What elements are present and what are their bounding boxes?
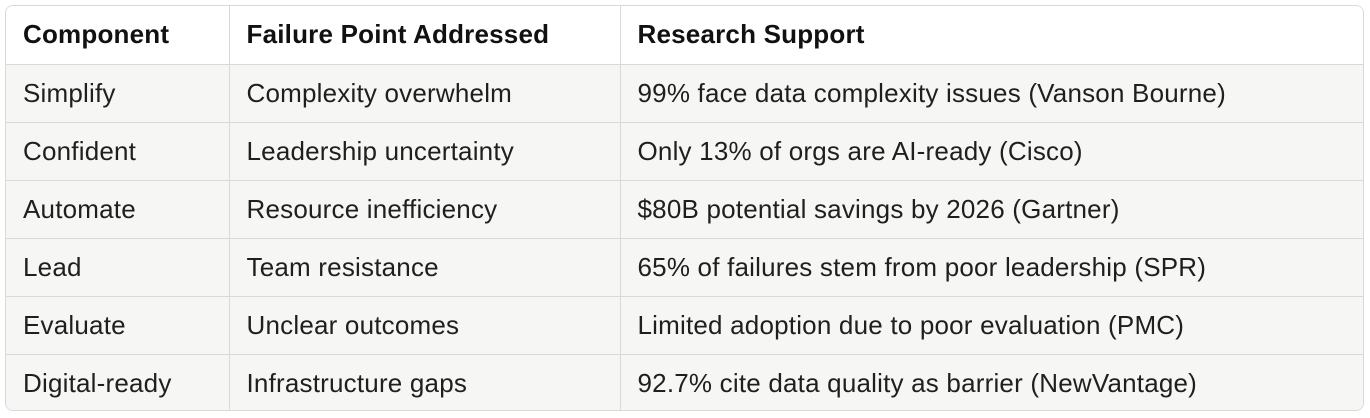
cell-component: Confident <box>6 122 230 181</box>
table-row: Lead Team resistance 65% of failures ste… <box>6 238 1363 297</box>
cell-component: Digital-ready <box>6 354 230 410</box>
header-research-support: Research Support <box>620 6 1363 65</box>
research-table-container: Component Failure Point Addressed Resear… <box>5 5 1364 411</box>
table-row: Evaluate Unclear outcomes Limited adopti… <box>6 296 1363 355</box>
cell-component: Evaluate <box>6 296 230 355</box>
cell-research-support: $80B potential savings by 2026 (Gartner) <box>620 180 1363 239</box>
header-failure-point: Failure Point Addressed <box>229 6 621 65</box>
table-body: Simplify Complexity overwhelm 99% face d… <box>6 64 1363 410</box>
cell-research-support: 92.7% cite data quality as barrier (NewV… <box>637 367 1198 398</box>
table-row: Digital-ready Infrastructure gaps 92.7% … <box>6 354 1363 410</box>
cell-research-support: 99% face data complexity issues (Vanson … <box>620 64 1363 123</box>
cell-failure-point: Infrastructure gaps <box>229 354 621 410</box>
cell-research-support: 65% of failures stem from poor leadershi… <box>620 238 1363 297</box>
table-header: Component Failure Point Addressed Resear… <box>6 6 1363 65</box>
table-row: Simplify Complexity overwhelm 99% face d… <box>6 64 1363 123</box>
cell-failure-point: Leadership uncertainty <box>229 122 621 181</box>
cell-failure-point: Complexity overwhelm <box>229 64 621 123</box>
cell-component: Simplify <box>6 64 230 123</box>
header-component: Component <box>6 6 230 65</box>
cell-failure-point: Resource inefficiency <box>229 180 621 239</box>
cell-failure-point: Unclear outcomes <box>229 296 621 355</box>
cell-failure-point: Team resistance <box>229 238 621 297</box>
header-row: Component Failure Point Addressed Resear… <box>6 6 1363 65</box>
table-row: Automate Resource inefficiency $80B pote… <box>6 180 1363 239</box>
cell-research-support: Only 13% of orgs are AI-ready (Cisco) <box>620 122 1363 181</box>
cell-component: Automate <box>6 180 230 239</box>
cell-research-support: Limited adoption due to poor evaluation … <box>620 296 1363 355</box>
cell-component: Lead <box>6 238 230 297</box>
research-table: Component Failure Point Addressed Resear… <box>6 6 1363 410</box>
table-row: Confident Leadership uncertainty Only 13… <box>6 122 1363 181</box>
